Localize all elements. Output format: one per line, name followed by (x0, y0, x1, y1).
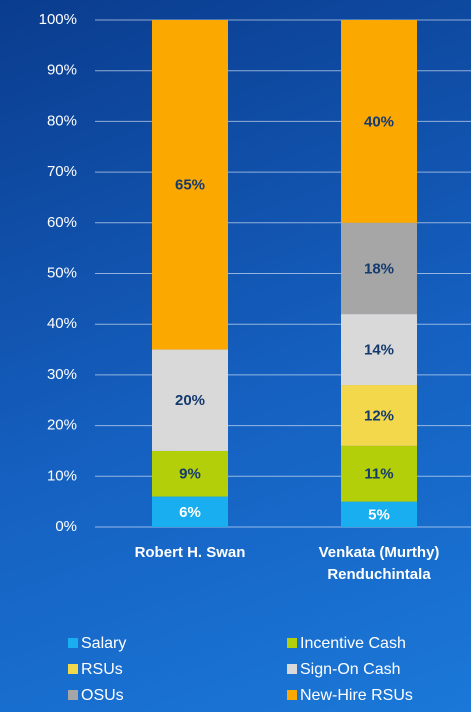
bar-segment (341, 445, 417, 502)
data-label: 11% (364, 466, 393, 483)
data-label: 20% (175, 392, 205, 409)
bar-segment (152, 450, 228, 497)
bar-segment (341, 20, 417, 223)
legend-label: Sign-On Cash (300, 661, 401, 678)
legend-label: RSUs (81, 661, 123, 678)
legend-label: Salary (81, 635, 126, 652)
data-label: 9% (179, 466, 201, 483)
data-label: 6% (179, 504, 201, 521)
legend-label: New-Hire RSUs (300, 687, 413, 704)
data-label: 18% (364, 260, 394, 277)
data-label: 40% (364, 113, 394, 130)
y-tick-label: 40% (47, 315, 77, 332)
legend-swatch (68, 664, 78, 674)
y-tick-label: 70% (47, 163, 77, 180)
data-label: 14% (364, 342, 394, 359)
bar-segment (341, 385, 417, 446)
legend-label: OSUs (81, 687, 124, 704)
data-label: 5% (368, 506, 390, 523)
y-tick-label: 80% (47, 112, 77, 129)
legend-swatch (287, 690, 297, 700)
y-tick-label: 60% (47, 214, 77, 231)
y-tick-label: 50% (47, 264, 77, 281)
legend-swatch (68, 690, 78, 700)
legend-swatch (68, 638, 78, 648)
legend-label: Incentive Cash (300, 635, 406, 652)
x-tick-label: Venkata (Murthy) Renduchintala (318, 544, 440, 583)
bar-segment (152, 349, 228, 451)
y-tick-label: 20% (47, 417, 77, 434)
legend-swatch (287, 664, 297, 674)
y-tick-label: 100% (39, 11, 77, 28)
bar-segment (152, 496, 228, 527)
bar-segment (341, 501, 417, 527)
bar-segment (152, 20, 228, 350)
y-tick-label: 0% (55, 518, 77, 535)
x-tick-label: Robert H. Swan (134, 544, 246, 561)
y-tick-label: 10% (47, 467, 77, 484)
bar-segment (341, 314, 417, 386)
legend-swatch (287, 638, 297, 648)
data-label: 65% (175, 177, 205, 194)
y-tick-label: 30% (47, 366, 77, 383)
y-tick-label: 90% (47, 62, 77, 79)
bar-segment (341, 222, 417, 315)
data-label: 12% (364, 407, 394, 424)
